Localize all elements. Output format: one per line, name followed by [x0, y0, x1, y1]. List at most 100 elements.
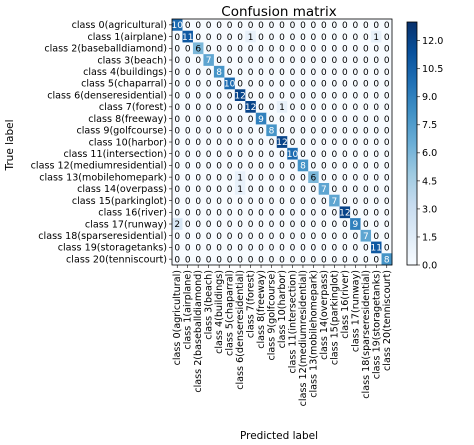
heatmap-cell	[308, 77, 319, 90]
heatmap-cell	[203, 89, 215, 102]
cell-value-label: 0	[332, 185, 338, 195]
y-tick-label: class 20(tenniscourt)	[66, 254, 167, 265]
cell-value-label: 0	[373, 115, 379, 125]
heatmap-cell	[350, 30, 361, 43]
heatmap-cell	[360, 194, 372, 207]
cell-value-label: 0	[279, 68, 285, 78]
cell-value-label: 0	[248, 91, 254, 101]
x-tick-label: class 9(golfcourse)	[267, 270, 278, 361]
heatmap-cell	[318, 136, 330, 149]
cell-value-label: 0	[363, 115, 369, 125]
heatmap-cell	[381, 253, 393, 266]
cell-value-label: 0	[332, 126, 338, 136]
heatmap-cell	[213, 101, 225, 114]
heatmap-cell	[213, 77, 225, 90]
heatmap-cell	[192, 159, 204, 172]
cell-value-label: 0	[227, 44, 233, 54]
cell-value-label: 0	[195, 208, 201, 218]
cell-value-label: 0	[352, 255, 358, 265]
heatmap-cell	[276, 241, 288, 254]
heatmap-cell	[360, 42, 372, 55]
heatmap-cell	[371, 54, 382, 67]
heatmap-cell	[234, 253, 246, 266]
heatmap-cell	[318, 171, 330, 184]
x-tick-label: class 19(storagetanks)	[371, 270, 382, 379]
cell-value-label: 0	[185, 21, 191, 31]
y-tick-label: class 18(sparseresidential)	[38, 231, 167, 242]
cell-value-label: 0	[321, 244, 327, 254]
cell-value-label: 0	[237, 232, 243, 242]
cell-value-label: 0	[363, 126, 369, 136]
cell-value-label: 0	[311, 255, 317, 265]
heatmap-cell	[287, 54, 299, 67]
heatmap-cell	[234, 30, 246, 43]
heatmap-cell	[172, 54, 183, 67]
y-tick-label: class 15(parkinglot)	[72, 196, 167, 207]
cell-value-label: 0	[332, 208, 338, 218]
heatmap-cell	[172, 183, 183, 196]
cell-value-label: 1	[373, 33, 379, 43]
cell-value-label: 0	[174, 80, 180, 90]
cell-value-label: 0	[206, 185, 212, 195]
cell-value-label: 0	[311, 220, 317, 230]
cell-value-label: 0	[300, 173, 306, 183]
heatmap-cells	[172, 19, 393, 266]
cell-value-label: 0	[342, 44, 348, 54]
cell-value-label: 0	[195, 244, 201, 254]
cell-value-label: 0	[206, 138, 212, 148]
cell-value-label: 9	[352, 220, 358, 230]
heatmap-cell	[224, 218, 236, 231]
cell-value-label: 0	[363, 21, 369, 31]
cell-value-label: 0	[185, 103, 191, 113]
heatmap-cell	[360, 171, 372, 184]
heatmap-cell	[255, 112, 267, 125]
cell-value-label: 0	[373, 91, 379, 101]
heatmap-cell	[350, 241, 361, 254]
y-tick-label: class 9(golfcourse)	[76, 126, 167, 137]
colorbar	[406, 21, 418, 266]
heatmap-cell	[350, 183, 361, 196]
heatmap-cell	[224, 54, 236, 67]
heatmap-cell	[297, 19, 309, 32]
x-tick-label: class 7(forest)	[246, 270, 257, 338]
heatmap-cell	[329, 171, 340, 184]
x-tick-label: class 14(overpass)	[319, 270, 330, 360]
heatmap-cell	[172, 101, 183, 114]
cell-value-label: 0	[363, 173, 369, 183]
heatmap-cell	[381, 241, 393, 254]
y-tick-label: class 2(baseballdiamond)	[44, 44, 167, 55]
heatmap-cell	[318, 112, 330, 125]
cell-value-label: 12	[339, 208, 350, 218]
cell-value-labels: 10 0 0 0 0 0 0 0 0 0 0 0 0 0 0 0 0 0 0 0 00 11 0 0 0 0 0 1 0 0 0 0 0 0 0 0 0…	[172, 21, 390, 265]
heatmap-cell	[350, 194, 361, 207]
heatmap-cell	[360, 147, 372, 160]
cell-value-label: 0	[216, 232, 222, 242]
cell-value-label: 10	[224, 80, 236, 90]
cell-value-label: 0	[290, 255, 296, 265]
heatmap-cell	[234, 65, 246, 78]
heatmap-cell	[276, 253, 288, 266]
heatmap-cell	[308, 19, 319, 32]
cell-value-label: 0	[216, 220, 222, 230]
cell-value-label: 0	[185, 91, 191, 101]
heatmap-cell	[213, 42, 225, 55]
cell-value-label: 0	[185, 138, 191, 148]
cell-value-label: 0	[321, 126, 327, 136]
cell-value-label: 0	[321, 91, 327, 101]
cell-value-label: 0	[258, 197, 264, 207]
y-tick-label: class 8(freeway)	[88, 114, 167, 125]
cell-value-label: 0	[279, 232, 285, 242]
heatmap-cell	[266, 54, 278, 67]
heatmap-cell	[255, 89, 267, 102]
heatmap-cell	[276, 19, 288, 32]
heatmap-cell	[203, 54, 215, 67]
cell-value-label: 0	[185, 162, 191, 172]
cell-value-label: 9	[258, 115, 264, 125]
x-tick-label: class 18(sparseresidential)	[361, 270, 372, 399]
heatmap-cell	[192, 42, 204, 55]
cell-value-label: 0	[227, 185, 233, 195]
heatmap-cell	[287, 112, 299, 125]
heatmap-cell	[350, 171, 361, 184]
cell-value-label: 0	[216, 255, 222, 265]
heatmap-cell	[234, 159, 246, 172]
